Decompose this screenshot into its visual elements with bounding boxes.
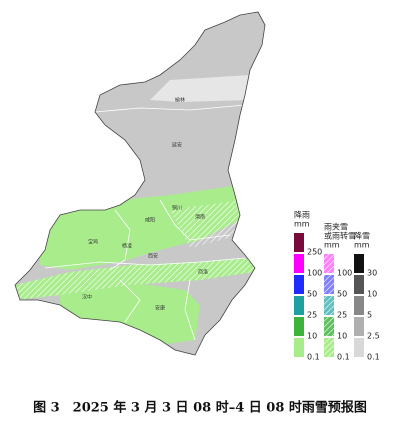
sleet-hatch	[15, 258, 255, 300]
legend-label: 10	[367, 290, 377, 299]
city: 渭南	[195, 214, 205, 221]
legend-label: 10	[307, 332, 317, 341]
legend-swatch	[354, 254, 364, 273]
legend-label: 250	[307, 248, 322, 257]
legend-swatch	[294, 317, 304, 336]
map	[15, 12, 265, 355]
legend-hatch	[324, 254, 334, 273]
legend-swatch	[294, 296, 304, 315]
legend-title: 降雨	[294, 210, 310, 220]
city: 延安	[172, 142, 182, 149]
legend-unit: mm	[324, 241, 340, 250]
legend-label: 25	[307, 311, 317, 320]
legend-title: 雨夹雪	[324, 222, 348, 232]
city: 汉中	[82, 294, 92, 301]
legend-swatch	[354, 296, 364, 315]
legend-swatch	[294, 233, 304, 252]
legend-swatch	[294, 338, 304, 357]
city: 西安	[148, 253, 158, 260]
legend-label: 0.1	[337, 353, 350, 362]
legend-label: 100	[307, 269, 322, 278]
legend-swatch	[354, 317, 364, 336]
light-snow-area	[150, 75, 250, 102]
legend-label: 5	[367, 311, 372, 320]
legend-unit: mm	[294, 220, 310, 229]
legend-hatch	[324, 275, 334, 294]
legend-label: 50	[337, 290, 347, 299]
legend-label: 100	[337, 269, 352, 278]
legend-label: 30	[367, 269, 377, 278]
legend-label: 0.1	[307, 353, 320, 362]
legend-swatch	[294, 275, 304, 294]
city: 咸阳	[145, 217, 155, 224]
city-labels: 榆林 延安 铜川 渭南 宝鸡 杨凌 咸阳 西安 商洛 汉中 安康	[82, 97, 208, 312]
legend-label: 50	[307, 290, 317, 299]
city: 宝鸡	[88, 239, 98, 246]
legend-hatch	[324, 338, 334, 357]
legend-swatch	[294, 254, 304, 273]
legend-swatch	[354, 338, 364, 357]
caption: 图 3 2025 年 3 月 3 日 08 时–4 日 08 时雨雪预报图	[33, 400, 367, 416]
legend-swatch	[354, 275, 364, 294]
legend-unit: mm	[354, 241, 370, 250]
city: 杨凌	[122, 243, 132, 250]
rain-area	[60, 282, 200, 345]
legend-title: 降雪	[354, 231, 370, 241]
city: 安康	[155, 305, 165, 312]
legend-label: 25	[337, 311, 347, 320]
legend-label: 2.5	[367, 332, 380, 341]
city: 铜川	[172, 205, 182, 212]
legend-hatch	[324, 317, 334, 336]
city: 商洛	[198, 269, 208, 276]
legend-label: 10	[337, 332, 347, 341]
legend: mm降雨2501005025100.1mm或雨转雪雨夹雪1005025100.1…	[294, 210, 380, 362]
city: 榆林	[175, 97, 185, 104]
legend-title: 或雨转雪	[324, 231, 356, 241]
borders	[44, 104, 246, 341]
legend-hatch	[324, 296, 334, 315]
legend-label: 0.1	[367, 353, 380, 362]
